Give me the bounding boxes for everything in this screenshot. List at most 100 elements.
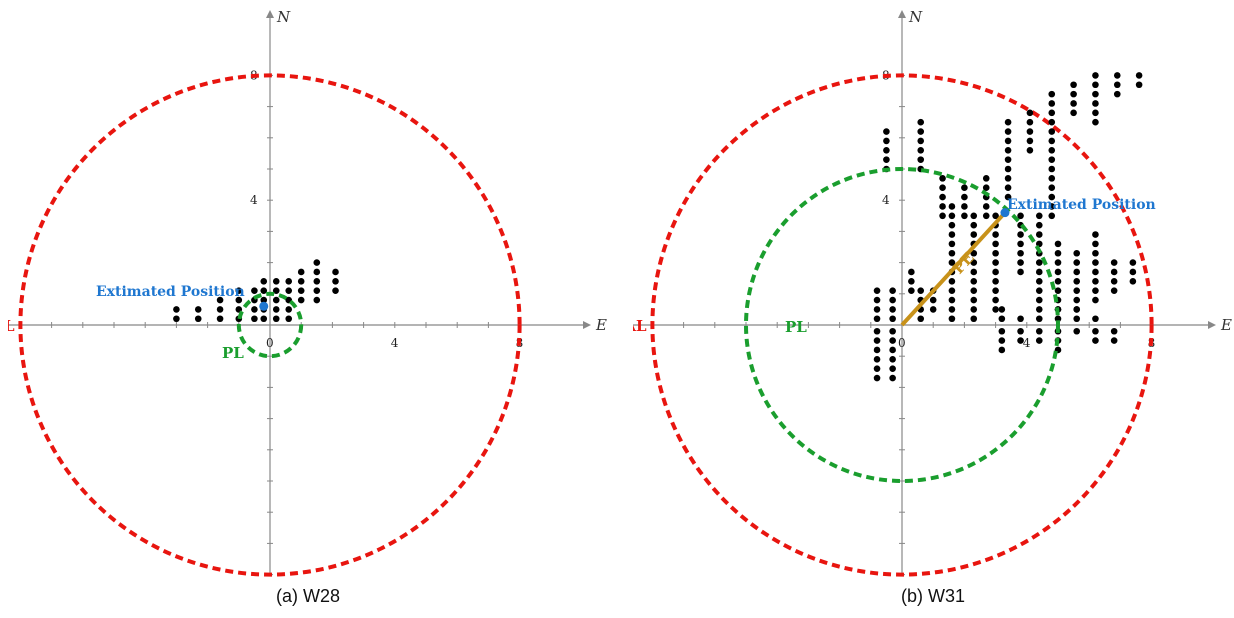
data-point — [1048, 193, 1056, 201]
data-point — [272, 287, 280, 294]
data-point — [948, 278, 956, 285]
data-point — [332, 287, 339, 294]
data-point — [873, 346, 881, 354]
data-point — [1073, 296, 1081, 304]
data-point — [1026, 109, 1034, 117]
data-point — [1048, 165, 1056, 173]
data-point — [313, 278, 321, 285]
data-point — [873, 327, 881, 335]
data-point — [889, 374, 896, 382]
data-point — [1073, 327, 1081, 335]
data-point — [1113, 81, 1121, 89]
data-point — [1035, 296, 1043, 304]
estimated-position-marker — [1000, 208, 1010, 218]
data-point — [917, 315, 925, 323]
data-point — [1110, 337, 1118, 344]
data-point — [1017, 327, 1024, 335]
data-point — [939, 212, 946, 220]
data-point — [992, 306, 999, 313]
protection-level-circle — [236, 291, 304, 359]
data-point — [929, 296, 937, 304]
data-point — [970, 259, 978, 266]
data-point — [313, 259, 321, 266]
data-point — [1092, 315, 1099, 323]
data-point — [235, 287, 243, 294]
data-point — [948, 296, 956, 304]
data-point — [873, 287, 881, 294]
data-point — [285, 306, 293, 313]
data-point — [1073, 278, 1081, 285]
data-point — [1026, 128, 1034, 135]
data-point — [1092, 287, 1099, 294]
data-point — [1073, 249, 1081, 257]
data-point — [1113, 72, 1121, 79]
data-point — [1026, 146, 1034, 154]
data-point — [1092, 249, 1099, 257]
data-point — [1070, 100, 1077, 107]
data-point — [1017, 240, 1024, 248]
data-point — [970, 315, 978, 323]
data-point — [1054, 259, 1062, 266]
alert-limit-circle — [650, 73, 1154, 577]
data-point — [1092, 278, 1099, 285]
data-point — [889, 346, 896, 354]
data-point — [1004, 118, 1012, 126]
data-point — [1035, 306, 1043, 313]
data-point — [873, 365, 881, 372]
data-point — [1048, 184, 1056, 192]
data-points — [873, 72, 1143, 382]
data-point — [889, 296, 896, 304]
data-point — [1054, 287, 1062, 294]
n-axis-label: N — [276, 8, 291, 26]
estimated-position-label: Extimated Position — [1007, 197, 1156, 213]
data-point — [961, 184, 968, 192]
data-point — [948, 212, 956, 220]
data-point — [1048, 100, 1056, 107]
data-point — [1113, 90, 1121, 98]
data-point — [970, 268, 978, 276]
y-tick-label: 4 — [250, 193, 258, 207]
data-point — [1092, 118, 1099, 126]
data-point — [1070, 109, 1077, 117]
data-point — [1048, 128, 1056, 135]
data-point — [1092, 327, 1099, 335]
data-point — [332, 268, 339, 276]
data-point — [889, 365, 896, 372]
data-point — [285, 287, 293, 294]
data-point — [992, 278, 999, 285]
data-point — [1073, 306, 1081, 313]
e-axis-arrow — [1208, 321, 1216, 329]
caption-a: (a) W28 — [275, 586, 340, 606]
data-point — [1092, 100, 1099, 107]
data-point — [1035, 287, 1043, 294]
protection-error-line — [900, 211, 1007, 327]
x-tick-label: 4 — [1023, 336, 1031, 350]
data-point — [1017, 268, 1024, 276]
data-point — [982, 203, 990, 210]
data-point — [297, 287, 305, 294]
data-point — [173, 306, 180, 313]
data-point — [1054, 240, 1062, 248]
data-point — [1017, 337, 1024, 344]
data-point — [1048, 212, 1056, 220]
data-point — [992, 296, 999, 304]
data-point — [1004, 165, 1012, 173]
data-point — [194, 315, 202, 323]
data-point — [948, 249, 956, 257]
data-point — [1092, 72, 1099, 79]
data-point — [873, 337, 881, 344]
data-point — [1092, 231, 1099, 238]
data-point — [970, 287, 978, 294]
data-point — [970, 296, 978, 304]
data-point — [1110, 259, 1118, 266]
data-point — [961, 193, 968, 201]
data-point — [873, 296, 881, 304]
data-point — [251, 287, 258, 294]
data-point — [1092, 90, 1099, 98]
data-point — [1035, 315, 1043, 323]
data-point — [1004, 184, 1012, 192]
data-point — [1035, 327, 1043, 335]
data-point — [1129, 259, 1137, 266]
data-point — [1135, 81, 1143, 89]
